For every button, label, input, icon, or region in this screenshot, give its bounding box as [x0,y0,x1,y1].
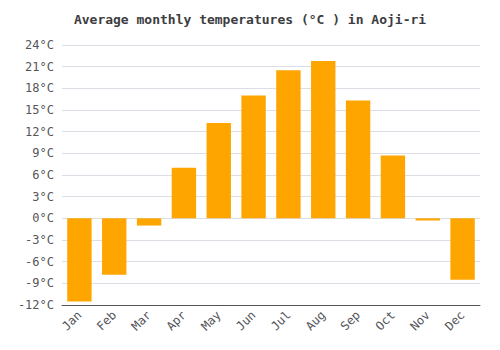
svg-text:18°C: 18°C [25,81,54,95]
svg-text:9°C: 9°C [32,146,54,160]
svg-text:Sep: Sep [338,308,363,333]
svg-text:Apr: Apr [164,308,189,333]
svg-text:Oct: Oct [373,308,398,333]
svg-text:-12°C: -12°C [18,298,54,312]
svg-text:0°C: 0°C [32,211,54,225]
svg-text:-6°C: -6°C [25,255,54,269]
svg-text:12°C: 12°C [25,125,54,139]
svg-text:Nov: Nov [407,308,432,333]
svg-text:15°C: 15°C [25,103,54,117]
svg-text:Mar: Mar [129,308,154,333]
svg-text:21°C: 21°C [25,60,54,74]
svg-text:Feb: Feb [94,308,119,333]
svg-text:Jan: Jan [59,308,84,333]
svg-text:-9°C: -9°C [25,276,54,290]
svg-text:6°C: 6°C [32,168,54,182]
svg-text:-3°C: -3°C [25,233,54,247]
svg-text:Dec: Dec [442,308,467,333]
svg-text:Jul: Jul [268,308,293,333]
svg-text:May: May [198,308,223,333]
svg-text:24°C: 24°C [25,38,54,52]
svg-text:3°C: 3°C [32,190,54,204]
svg-text:Jun: Jun [233,308,258,333]
svg-text:Average monthly temperatures (: Average monthly temperatures (°C ) in Ao… [74,12,426,27]
svg-text:Aug: Aug [303,308,328,333]
